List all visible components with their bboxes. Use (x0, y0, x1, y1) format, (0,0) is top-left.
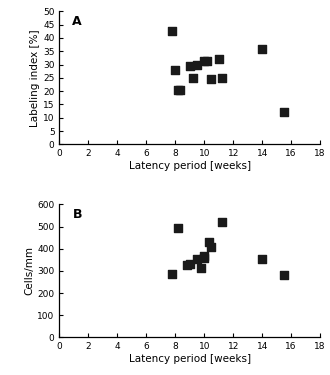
Text: B: B (73, 209, 82, 221)
Point (202, 255, 207, 261)
Point (199, 265, 204, 271)
X-axis label: Latency period [weeks]: Latency period [weeks] (129, 161, 251, 171)
Point (259, 256, 265, 262)
Point (202, 57, 207, 63)
Point (216, 56, 221, 62)
X-axis label: Latency period [weeks]: Latency period [weeks] (129, 354, 251, 364)
Point (209, 76, 214, 82)
Text: A: A (73, 15, 82, 28)
Point (209, 243, 214, 249)
Y-axis label: Cells/mm: Cells/mm (24, 246, 35, 296)
Point (259, 45, 265, 51)
Point (190, 75, 195, 81)
Point (176, 87, 181, 93)
Point (173, 67, 178, 73)
Point (206, 239, 211, 245)
Point (219, 219, 224, 225)
Point (194, 256, 200, 262)
Point (202, 254, 207, 260)
Point (177, 87, 182, 93)
Point (187, 63, 192, 69)
Point (281, 110, 286, 116)
Point (170, 271, 175, 277)
Y-axis label: Labeling index [%]: Labeling index [%] (30, 29, 40, 127)
Point (184, 262, 189, 268)
Point (176, 225, 181, 231)
Point (205, 57, 210, 63)
Point (194, 62, 200, 68)
Point (187, 261, 192, 267)
Point (219, 75, 224, 81)
Point (170, 28, 175, 34)
Point (281, 272, 286, 278)
